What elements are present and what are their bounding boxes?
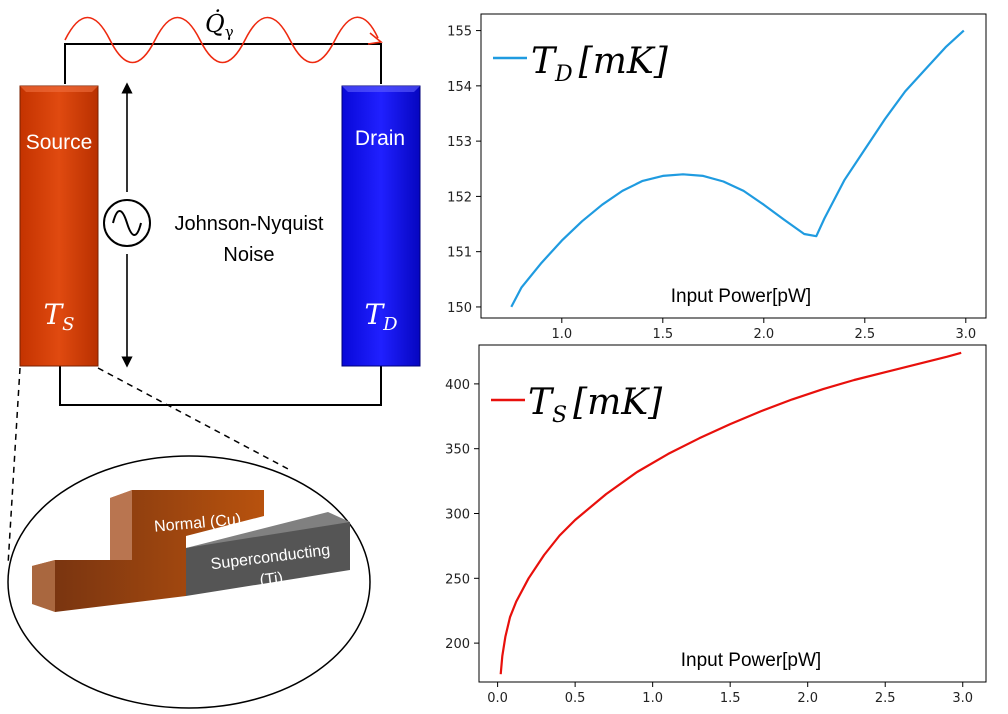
junction-inset: Normal (Cu) Superconducting (Ti) xyxy=(7,455,371,709)
chart-source-series-line xyxy=(499,351,962,675)
bottom-wire xyxy=(59,366,382,406)
chart-source-xtick-label: 0.5 xyxy=(565,691,586,706)
chart-drain-xtick-label: 2.5 xyxy=(854,327,875,342)
zoom-line-left xyxy=(7,367,21,566)
noise-label-line2: Noise xyxy=(223,244,274,266)
top-wire xyxy=(64,43,382,84)
chart-source-xtick-label: 2.5 xyxy=(875,691,896,706)
chart-drain-series-line xyxy=(510,29,965,308)
source-block xyxy=(19,85,99,367)
circuit-diagram: Q̇γ Source TS Drain TD Johnson-Nyquist N… xyxy=(7,10,421,566)
chart-source-axes xyxy=(478,344,987,683)
chart-source-legend: TS [mK] xyxy=(528,382,663,428)
copper-block xyxy=(110,490,132,566)
chart-drain-ytick-label: 155 xyxy=(447,25,472,40)
chart-source-ytick-label: 350 xyxy=(445,443,470,458)
heat-flow-label: Q̇γ xyxy=(205,10,234,41)
chart-drain-temperature: 1.0 1.5 2.0 2.5 3.0 150 151 152 153 154 155 TD [mK]… xyxy=(447,13,987,342)
chart-source-xlabel: Input Power[pW] xyxy=(681,650,821,671)
chart-drain-ytick-label: 153 xyxy=(447,135,472,150)
drain-block xyxy=(341,85,421,367)
chart-source-temperature: 0.0 0.5 1.0 1.5 2.0 2.5 3.0 200 250 300 350 400 TS[… xyxy=(445,344,987,706)
chart-source-xtick-label: 1.0 xyxy=(642,691,663,706)
drain-label: Drain xyxy=(355,127,405,150)
chart-source-ytick-label: 200 xyxy=(445,637,470,652)
copper-step xyxy=(32,560,55,612)
drain-temp-label: TD xyxy=(364,298,398,335)
chart-drain-ytick-label: 152 xyxy=(447,190,472,205)
chart-source-ytick-label: 300 xyxy=(445,508,470,523)
noise-label-line1: Johnson-Nyquist xyxy=(175,213,324,235)
chart-source-xtick-label: 3.0 xyxy=(952,691,973,706)
chart-drain-ytick-label: 154 xyxy=(447,80,472,95)
chart-drain-ytick-label: 150 xyxy=(447,301,472,316)
titanium-bar xyxy=(186,522,350,596)
chart-source-ytick-label: 400 xyxy=(445,378,470,393)
chart-drain-xtick-label: 3.0 xyxy=(955,327,976,342)
zoom-line-right xyxy=(97,367,291,471)
superconducting-label-line2: (Ti) xyxy=(259,570,284,590)
chart-source-ytick-label: 250 xyxy=(445,572,470,587)
chart-drain-axes xyxy=(480,13,987,319)
heat-flow-arrowhead xyxy=(367,32,383,45)
heat-flow-wave xyxy=(64,16,379,64)
chart-drain-xtick-label: 2.0 xyxy=(753,327,774,342)
source-temp-subscript: S xyxy=(62,314,74,335)
chart-source-legend-subscript: S xyxy=(552,403,567,428)
chart-source-legend-unit: [mK] xyxy=(573,382,663,423)
source-temp-label: TS xyxy=(43,298,74,335)
chart-drain-xtick-label: 1.5 xyxy=(652,327,673,342)
source-label: Source xyxy=(26,131,93,154)
chart-drain-legend: TD [mK] xyxy=(531,41,669,87)
chart-source-xtick-label: 0.0 xyxy=(487,691,508,706)
chart-source-xtick-label: 1.5 xyxy=(720,691,741,706)
chart-source-xtick-label: 2.0 xyxy=(797,691,818,706)
chart-drain-ytick-label: 151 xyxy=(447,246,472,261)
chart-drain-xlabel: Input Power[pW] xyxy=(671,286,811,307)
chart-drain-legend-unit: [mK] xyxy=(579,41,669,82)
drain-temp-subscript: D xyxy=(382,314,398,335)
chart-drain-xtick-label: 1.0 xyxy=(551,327,572,342)
heat-flow-subscript: γ xyxy=(225,23,234,41)
chart-drain-legend-subscript: D xyxy=(554,62,573,87)
